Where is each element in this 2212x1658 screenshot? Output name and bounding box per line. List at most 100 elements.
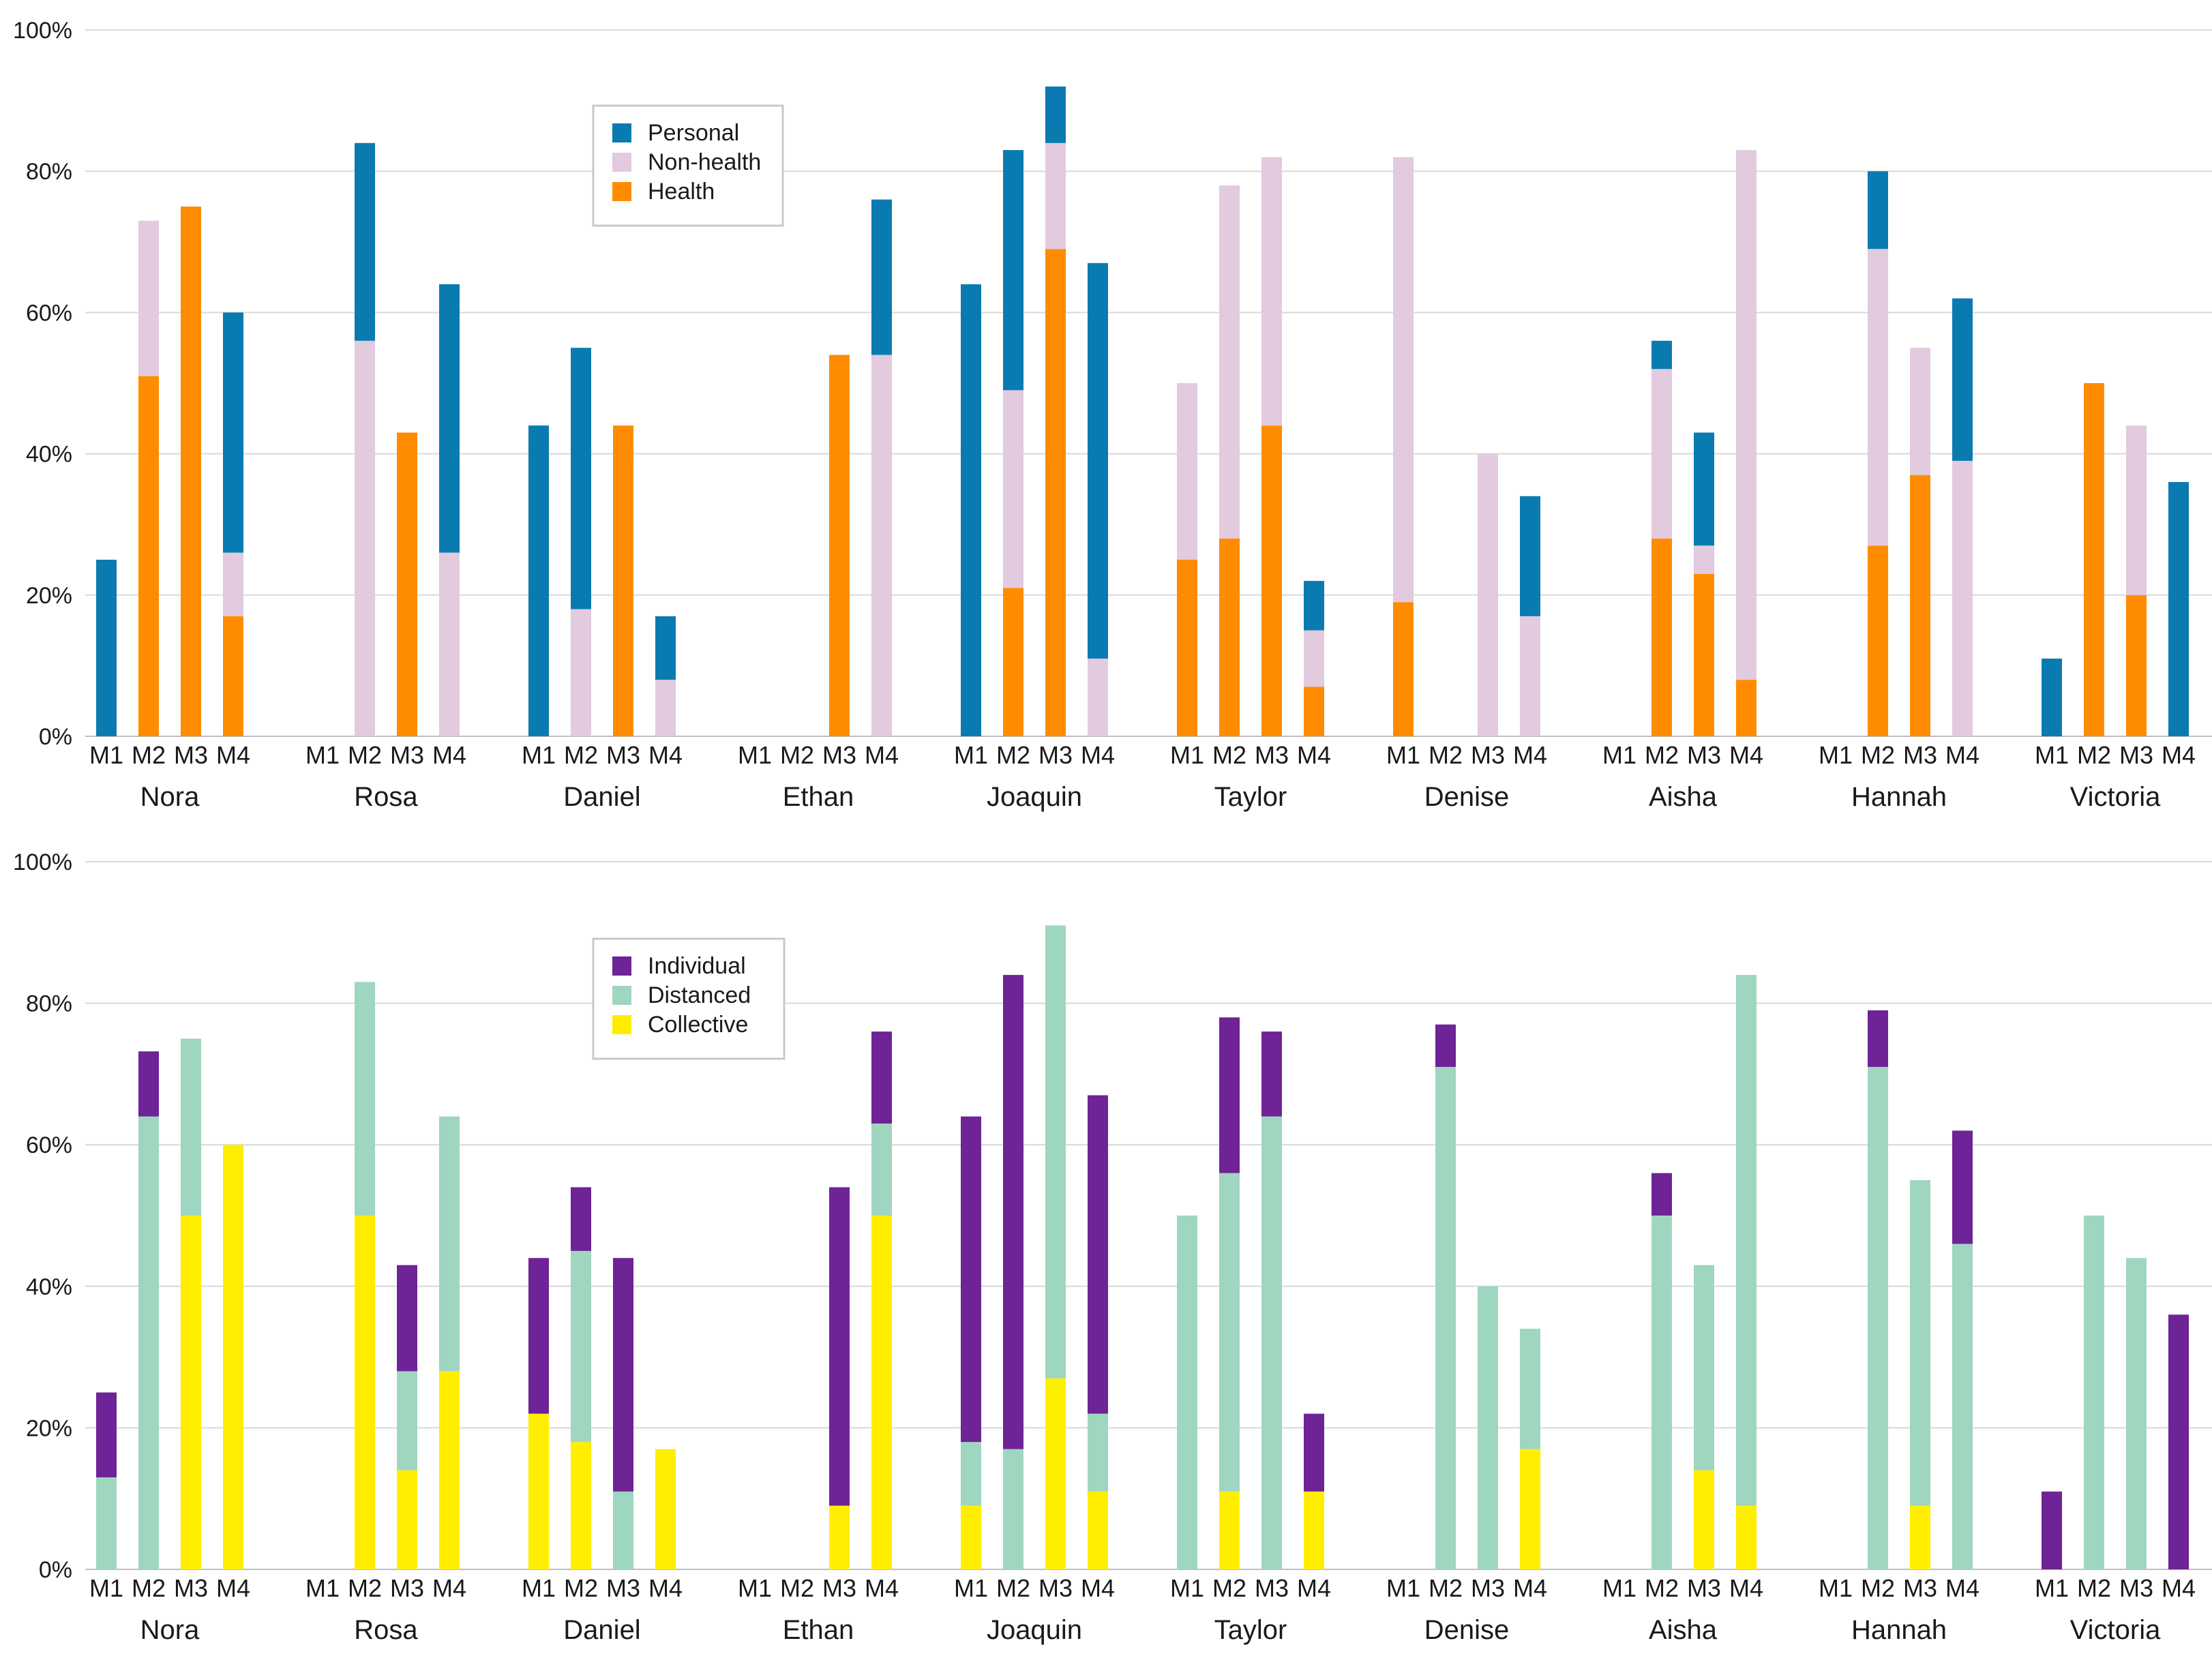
chart-1-bar-daniel-m3-health [613,425,633,736]
chart-2-measure-label: M2 [348,1574,382,1602]
chart-1-legend: Personal Non-health Health [592,104,784,227]
chart-1: 0% 20% 40% 60% 80% 100% M1 M2 M3 M4 Nora M1 M2 M3 M4 Ro… [13,18,2212,812]
chart-2-bar-aisha-m3-collective [1694,1470,1714,1569]
chart-2-bar-denise-m4-distanced [1520,1329,1540,1449]
chart-1-bar-ethan-m3-health [829,355,850,736]
chart-1-measure-label: M2 [1861,741,1895,769]
chart-1-participant-label: Victoria [2070,782,2161,812]
chart-1-measure-label: M3 [822,741,856,769]
chart-2-measure-label: M3 [174,1574,208,1602]
chart-2-bar-ethan-m4-distanced [871,1124,892,1216]
chart-2-measure-label: M3 [1038,1574,1073,1602]
chart-2-measure-label: M1 [2035,1574,2069,1602]
chart-1-bar-victoria-m1-personal [2042,659,2062,736]
chart-2-bar-taylor-m2-distanced [1219,1173,1240,1492]
chart-1-bar-aisha-m2-health [1651,538,1672,736]
chart-2-legend: Individual Distanced Collective [592,937,786,1060]
chart-2-measure-label: M2 [1645,1574,1679,1602]
chart-1-bar-rosa-m4-personal [439,284,460,553]
chart-1-y-tick-label: 60% [26,300,72,326]
chart-1-measure-label: M3 [390,741,424,769]
chart-2-bar-rosa-m3-distanced [397,1371,417,1471]
chart-1-bar-nora-m1-personal [96,560,117,736]
chart-2-measure-label: M3 [606,1574,640,1602]
chart-2-measure-label: M1 [1602,1574,1636,1602]
chart-1-measure-label: M1 [1602,741,1636,769]
chart-2-measure-label: M2 [1861,1574,1895,1602]
chart-2-measure-label: M3 [390,1574,424,1602]
chart-1-bar-rosa-m2-personal [355,142,375,341]
chart-2-bar-joaquin-m1-individual [961,1116,981,1443]
chart-1-y-tick-label: 20% [26,583,72,609]
chart-2-bar-ethan-m3-individual [829,1187,850,1506]
chart-1-bar-joaquin-m2-personal [1003,150,1023,391]
chart-1-measure-label: M1 [2035,741,2069,769]
chart-2-measure-label: M3 [822,1574,856,1602]
chart-1-measure-label: M1 [1386,741,1420,769]
chart-1-measure-label: M3 [2119,741,2153,769]
chart-1-bar-taylor-m4-non-health [1304,630,1324,687]
chart-1-bar-joaquin-m3-personal [1045,86,1066,143]
chart-1-measure-label: M4 [1729,741,1763,769]
chart-2-measure-label: M2 [1429,1574,1463,1602]
chart-2-bar-aisha-m4-distanced [1736,975,1757,1506]
chart-2-bar-nora-m3-collective [181,1216,201,1569]
chart-2-bar-victoria-m1-individual [2042,1491,2062,1569]
chart-1-bar-joaquin-m4-personal [1088,262,1108,659]
chart-1-bar-taylor-m1-health [1177,560,1197,736]
chart-2-bar-taylor-m4-individual [1304,1413,1324,1492]
chart-1-y-tick-label: 80% [26,159,72,185]
chart-1-bar-nora-m2-health [138,376,159,736]
chart-1-bar-joaquin-m1-personal [961,284,981,737]
chart-1-bar-denise-m4-non-health [1520,616,1540,736]
chart-1-participant-label: Taylor [1214,782,1287,812]
chart-2-bar-rosa-m4-distanced [439,1116,460,1372]
chart-2-group-joaquin: M1 M2 M3 M4 Joaquin [954,925,1115,1645]
chart-2-legend-swatch-distanced [612,986,631,1005]
chart-1-measure-label: M1 [954,741,988,769]
chart-2-bar-daniel-m2-collective [571,1442,591,1569]
chart-1-measure-label: M1 [1819,741,1853,769]
chart-2-bar-rosa-m3-collective [397,1470,417,1569]
chart-1-participant-label: Daniel [563,782,640,812]
chart-2-bar-aisha-m2-distanced [1651,1216,1672,1569]
chart-1-measure-label: M4 [1297,741,1331,769]
chart-1-bar-joaquin-m3-non-health [1045,142,1066,250]
chart-2-bar-nora-m3-distanced [181,1038,201,1216]
chart-2-measure-label: M4 [1945,1574,1979,1602]
chart-2-participant-label: Victoria [2070,1615,2161,1645]
chart-1-bar-taylor-m3-health [1261,425,1282,736]
chart-1-participant-label: Nora [140,782,200,812]
chart-2-bar-nora-m4-collective [223,1145,243,1569]
chart-1-bar-taylor-m2-health [1219,538,1240,736]
chart-1-measure-label: M3 [1471,741,1505,769]
chart-2-measure-label: M2 [564,1574,598,1602]
chart-2-measure-label: M1 [1386,1574,1420,1602]
chart-2-measure-label: M2 [996,1574,1030,1602]
chart-1-measure-label: M2 [996,741,1030,769]
chart-2-bar-joaquin-m2-distanced [1003,1449,1023,1569]
chart-2-bar-aisha-m4-collective [1736,1505,1757,1569]
chart-2-measure-label: M2 [132,1574,166,1602]
chart-2-participant-label: Taylor [1214,1615,1287,1645]
chart-1-group-taylor: M1 M2 M3 M4 Taylor [1170,157,1331,812]
chart-1-measure-label: M4 [1081,741,1115,769]
chart-1-y-tick-label: 100% [13,18,72,44]
chart-2-participant-label: Denise [1424,1615,1510,1645]
chart-2-bar-denise-m3-distanced [1478,1286,1498,1569]
chart-1-participant-label: Denise [1424,782,1510,812]
chart-2-participant-label: Nora [140,1615,200,1645]
chart-1-participant-label: Rosa [354,782,418,812]
chart-1-group-joaquin: M1 M2 M3 M4 Joaquin [954,86,1115,812]
chart-1-bar-hannah-m4-non-health [1952,460,1973,736]
chart-1-bar-aisha-m3-personal [1694,432,1714,546]
chart-2-bar-joaquin-m1-collective [961,1505,981,1569]
chart-1-bar-victoria-m4-personal [2168,482,2189,736]
chart-1-bar-rosa-m3-health [397,432,417,736]
chart-1-group-hannah: M1 M2 M3 M4 Hannah [1819,171,1979,812]
chart-2-bar-joaquin-m3-collective [1045,1378,1066,1569]
chart-1-measure-label: M1 [305,741,340,769]
chart-2-measure-label: M2 [1212,1574,1246,1602]
